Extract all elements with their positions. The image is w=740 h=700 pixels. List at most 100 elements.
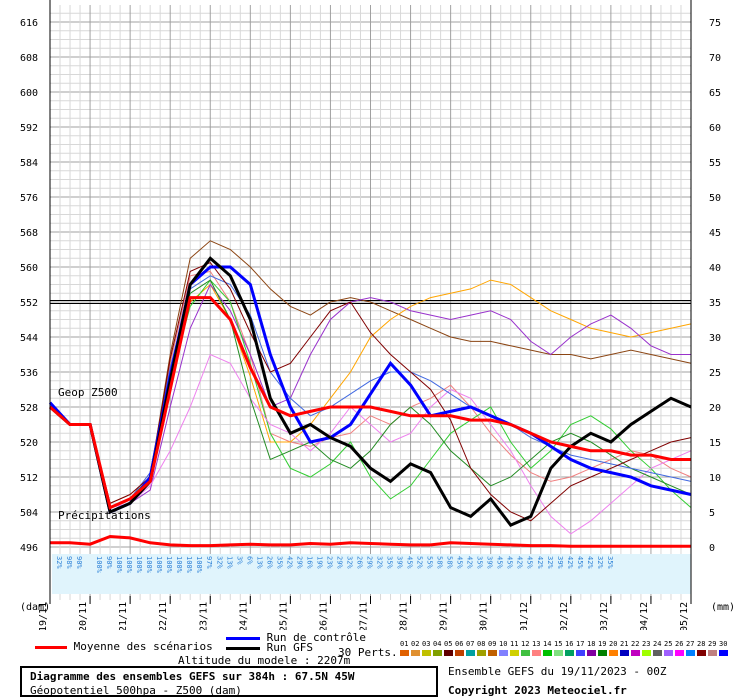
member-number: 01 <box>400 640 409 648</box>
left-tick-label: 584 <box>20 158 38 169</box>
left-tick-label: 592 <box>20 123 38 134</box>
member-swatch <box>477 650 486 656</box>
member-swatch <box>576 650 585 656</box>
precip-prob-label: 6% <box>245 556 253 565</box>
precip-prob-label: 100% <box>185 556 193 574</box>
member-number: 08 <box>477 640 486 648</box>
member-number: 09 <box>488 640 497 648</box>
precip-prob-label: 19% <box>315 556 323 569</box>
precip-prob-label: 100% <box>165 556 173 574</box>
legend-perts: 30 Perts. <box>338 646 398 659</box>
x-tick-label: 24/11 <box>238 602 249 630</box>
member-number: 19 <box>598 640 607 648</box>
member-number: 04 <box>433 640 442 648</box>
precip-prob-label: 42% <box>285 556 293 569</box>
precip-prob-label: 13% <box>225 556 233 569</box>
precip-prob-label: 97% <box>205 556 213 569</box>
precip-prob-label: 32% <box>55 556 63 569</box>
x-tick-label: 26/11 <box>318 602 329 630</box>
precip-prob-band <box>52 554 691 594</box>
x-tick-label: 28/11 <box>399 602 410 630</box>
precip-prob-label: 100% <box>195 556 203 574</box>
legend-gfs-label: Run GFS <box>266 641 313 654</box>
left-tick-label: 504 <box>20 508 38 519</box>
right-tick-label: 15 <box>709 438 721 449</box>
left-tick-label: 496 <box>20 543 38 554</box>
precip-prob-label: 55% <box>426 556 434 569</box>
precip-prob-label: 58% <box>436 556 444 569</box>
precip-prob-label: 42% <box>566 556 574 569</box>
left-tick-label: 520 <box>20 438 38 449</box>
precip-annotation: Précipitations <box>58 509 151 522</box>
axes: 4965045125205285365445525605685765845926… <box>20 0 721 630</box>
member-swatch <box>532 650 541 656</box>
x-tick-label: 02/12 <box>559 602 570 630</box>
member-number: 26 <box>675 640 684 648</box>
x-tick-label: 20/11 <box>78 602 89 630</box>
footer-box: Diagramme des ensembles GEFS sur 384h : … <box>20 666 438 697</box>
x-tick-label: 22/11 <box>158 602 169 630</box>
member-swatch <box>686 650 695 656</box>
precip-prob-label: 35% <box>476 556 484 569</box>
precip-prob-label: 32% <box>376 556 384 569</box>
member-number: 21 <box>620 640 629 648</box>
mean-swatch <box>35 645 67 649</box>
right-tick-label: 5 <box>709 508 715 519</box>
member-number: 30 <box>719 640 728 648</box>
precip-prob-label: 13% <box>255 556 263 569</box>
geop-annotation: Geop Z500 <box>58 386 118 399</box>
precip-prob-label: 39% <box>396 556 404 569</box>
member-swatch <box>444 650 453 656</box>
legend-control-label: Run de contrôle <box>266 631 366 644</box>
member-number: 16 <box>565 640 574 648</box>
x-tick-label: 30/11 <box>479 602 490 630</box>
precip-prob-label: 42% <box>586 556 594 569</box>
precip-prob-label: 3% <box>235 556 243 565</box>
member-swatch <box>433 650 442 656</box>
member-number: 15 <box>554 640 563 648</box>
member-swatch <box>719 650 728 656</box>
member-number: 27 <box>686 640 695 648</box>
precip-prob-label: 32% <box>346 556 354 569</box>
precip-prob-label: 45% <box>496 556 504 569</box>
right-tick-label: 55 <box>709 158 721 169</box>
member-swatch <box>466 650 475 656</box>
precip-prob-label: 90% <box>75 556 83 569</box>
precip-prob-label: 32% <box>215 556 223 569</box>
member-number: 14 <box>543 640 552 648</box>
precip-prob-label: 58% <box>446 556 454 569</box>
x-tick-label: 19/11 <box>38 602 49 630</box>
member-number: 25 <box>664 640 673 648</box>
member-number: 07 <box>466 640 475 648</box>
precip-prob-label: 32% <box>546 556 554 569</box>
member-number: 22 <box>631 640 640 648</box>
member-swatch <box>543 650 552 656</box>
precip-prob-label: 100% <box>175 556 183 574</box>
precip-prob-label: 45% <box>506 556 514 569</box>
member-swatch <box>565 650 574 656</box>
member-swatch <box>708 650 717 656</box>
x-tick-label: 29/11 <box>439 602 450 630</box>
member-swatch <box>422 650 431 656</box>
member-number: 13 <box>532 640 541 648</box>
precip-prob-label: 45% <box>526 556 534 569</box>
left-tick-label: 608 <box>20 53 38 64</box>
precip-prob-label: 42% <box>466 556 474 569</box>
precip-prob-label: 98% <box>65 556 73 569</box>
precip-prob-label: 26% <box>356 556 364 569</box>
left-tick-label: 512 <box>20 473 38 484</box>
member-swatch <box>554 650 563 656</box>
precip-prob-label: 29% <box>295 556 303 569</box>
right-tick-label: 20 <box>709 403 721 414</box>
member-number: 23 <box>642 640 651 648</box>
member-number: 10 <box>499 640 508 648</box>
member-number: 03 <box>422 640 431 648</box>
precip-prob-label: 100% <box>95 556 103 574</box>
left-tick-label: 600 <box>20 88 38 99</box>
member-number: 28 <box>697 640 706 648</box>
footer-title: Diagramme des ensembles GEFS sur 384h : … <box>30 670 355 683</box>
right-tick-label: 0 <box>709 543 715 554</box>
precip-prob-label: 39% <box>486 556 494 569</box>
footer-subtitle: Géopotentiel 500hpa - Z500 (dam) <box>30 684 242 697</box>
precip-prob-label: 35% <box>606 556 614 569</box>
